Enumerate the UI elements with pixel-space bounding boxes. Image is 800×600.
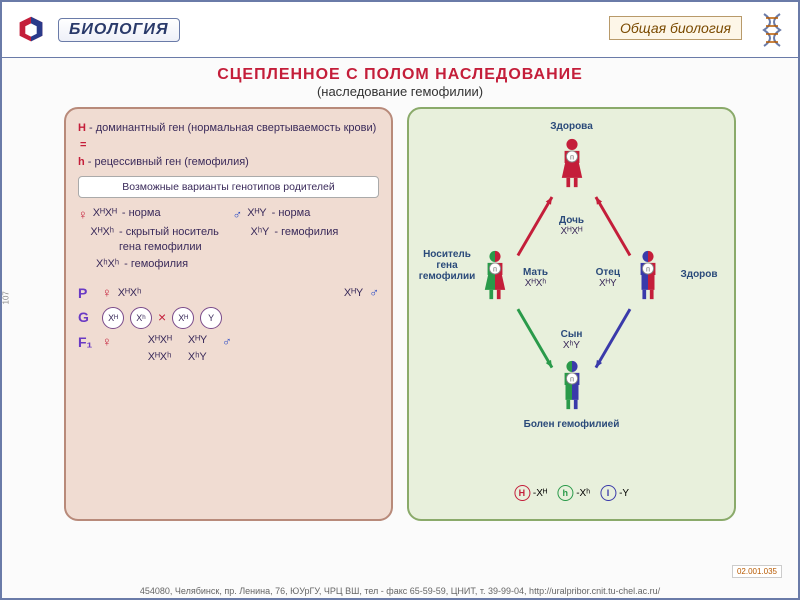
side-code: 107 [2,291,11,304]
father-block: ОтецXᴴY [596,267,620,289]
male-genotypes: ♂ XᴴY - норма XʰY - гемофилия [233,204,380,274]
legend: H-Xᴴh-XʰI-Y [514,485,629,501]
F1-3: XʰY [188,350,212,365]
F1-1: XᴴY [188,333,212,348]
genotypes-panel: H - доминантный ген (нормальная свертыва… [64,107,393,521]
footer-text: 454080, Челябинск, пр. Ленина, 76, ЮУрГУ… [2,586,798,596]
person-father: п [622,249,674,306]
f-geno-1: XᴴXʰ [90,225,114,240]
gamete-m1: Y [200,307,222,329]
cross-x: × [158,308,166,327]
mother-block: МатьXᴴXʰ [523,267,548,289]
gene-H-desc: - доминантный ген (нормальная свертываем… [89,122,376,134]
daughter-block: ДочьXᴴXᴴ [559,215,584,237]
category-label: Общая биология [609,16,742,40]
inheritance-diagram-panel: Здорова п Носитель гена гемофилии п [407,107,736,521]
bottom-label: Болен гемофилией [524,419,620,430]
F1-female-sym: ♀ [102,333,112,351]
f-desc-1: - скрытый носитель гена гемофилии [119,225,225,255]
F1-2: XᴴXʰ [148,350,172,365]
f-desc-0: - норма [122,206,161,221]
svg-text:п: п [493,264,497,273]
male-symbol: ♂ [233,206,243,224]
m-geno-0: XᴴY [247,206,266,221]
f-desc-2: - гемофилия [124,257,188,272]
title-block: СЦЕПЛЕННОЕ С ПОЛОМ НАСЛЕДОВАНИЕ (наследо… [2,66,798,99]
gamete-f0: Xᴴ [102,307,124,329]
son-block: СынXʰY [561,329,583,351]
P-label: P [78,284,96,303]
top-label: Здорова [550,121,593,132]
brand-label: БИОЛОГИЯ [58,18,180,42]
gamete-m0: Xᴴ [172,307,194,329]
G-label: G [78,308,96,327]
P-male-geno: XᴴY [344,286,363,301]
father-side-label: Здоров [674,269,724,280]
gene-h-desc: - рецессивный ген (гемофилия) [88,156,249,168]
person-daughter: п [546,137,598,194]
F1-label: F₁ [78,333,96,352]
mother-side-label: Носитель гена гемофилии [417,249,477,282]
f-geno-2: XʰXʰ [96,257,119,272]
gene-H-symbol: H [78,122,86,134]
logo-icon [12,11,50,49]
m-desc-0: - норма [272,206,311,221]
P-male-sym: ♂ [369,284,379,302]
dna-icon [754,12,790,48]
title-main: СЦЕПЛЕННОЕ С ПОЛОМ НАСЛЕДОВАНИЕ [2,66,798,84]
person-son: п [546,359,598,416]
P-female-sym: ♀ [102,284,112,302]
slide-code: 02.001.035 [732,565,782,578]
equals-sign: = [80,138,379,153]
m-desc-1: - гемофилия [274,225,338,240]
P-female-geno: XᴴXʰ [118,286,142,301]
header: БИОЛОГИЯ Общая биология [2,2,798,58]
F1-male-sym: ♂ [222,333,232,351]
gene-h-symbol: h [78,156,85,168]
title-sub: (наследование гемофилии) [2,84,798,99]
variants-title-box: Возможные варианты генотипов родителей [78,176,379,198]
female-symbol: ♀ [78,206,88,224]
svg-text:п: п [569,152,573,161]
f-geno-0: XᴴXᴴ [93,206,117,221]
svg-text:п: п [646,264,650,273]
m-geno-1: XʰY [251,225,270,240]
svg-text:п: п [569,374,573,383]
person-mother: п [469,249,521,306]
F1-0: XᴴXᴴ [148,333,172,348]
female-genotypes: ♀ XᴴXᴴ - норма XᴴXʰ - скрытый носитель ге… [78,204,225,274]
gamete-f1: Xʰ [130,307,152,329]
